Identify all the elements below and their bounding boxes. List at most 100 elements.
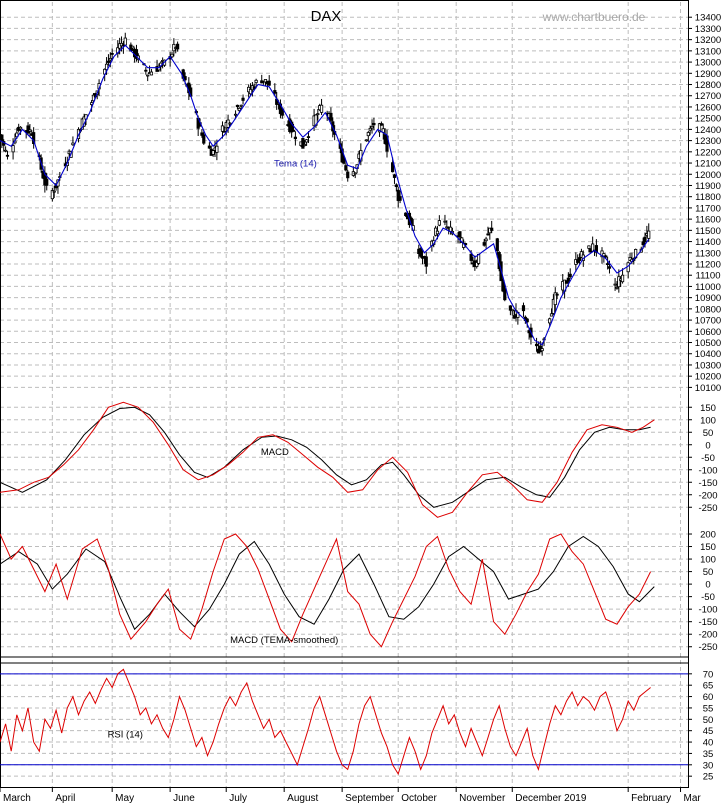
x-tick-label: October [401, 793, 437, 803]
price-bar-body [233, 113, 238, 116]
price-bar-body [50, 190, 54, 200]
axis-labels: March April May June July August September Octo… [0, 13, 721, 803]
price-y-tick-label: 11000 [695, 282, 721, 293]
price-bar-body [372, 122, 376, 126]
price-bar-body [490, 227, 494, 231]
price-bar-body [495, 238, 499, 252]
price-bar-body [353, 172, 357, 175]
x-tick-label: December 2019 [515, 793, 587, 803]
price-bar-body [370, 125, 374, 129]
price-y-tick-label: 11100 [695, 271, 720, 282]
price-bar-body [379, 123, 383, 126]
rsi-y-tick-label: 30 [703, 760, 714, 771]
price-y-tick-label: 13300 [695, 24, 721, 35]
price-y-tick-label: 13100 [695, 46, 721, 57]
price-y-tick-label: 13200 [695, 35, 721, 46]
price-bar-body [606, 263, 610, 265]
price-bar-body [215, 145, 219, 153]
price-bar-body [306, 136, 311, 138]
price-bar-body [551, 298, 555, 314]
price-y-tick-label: 12400 [695, 125, 721, 136]
macd_tema-macd-line [0, 533, 652, 648]
price-bar-body [419, 248, 423, 257]
price-bar-body [394, 184, 398, 187]
macd_tema-signal-line [0, 535, 655, 631]
rsi-y-tick-label: 50 [703, 715, 714, 726]
price-bar-body [316, 113, 320, 116]
price-bar-body [482, 242, 486, 246]
price-y-tick-label: 12700 [695, 91, 721, 102]
macd_tema-label: MACD (TEMA-smoothed) [230, 635, 338, 646]
price-bar-body [0, 134, 4, 142]
macd_tema-y-tick-label: -200 [698, 630, 717, 641]
price-bar-body [568, 273, 572, 278]
price-bar-body [503, 288, 507, 301]
price-bar-body [267, 80, 271, 86]
price-bar-body [366, 132, 370, 137]
plot-frame [0, 0, 689, 788]
price-bar-body [108, 57, 112, 61]
price-bar-body [220, 125, 225, 132]
price-y-tick-label: 11400 [695, 237, 721, 248]
price-bar-body [346, 171, 350, 179]
rsi-y-tick-label: 55 [703, 703, 714, 714]
price-bar-body [71, 142, 75, 146]
price-bar-body [377, 123, 382, 133]
price-bar-body [11, 145, 15, 153]
macd-y-tick-label: -150 [698, 478, 717, 489]
price-bar-body [342, 157, 346, 164]
price-bar-body [398, 196, 402, 201]
price-bar-body [207, 145, 211, 149]
rsi-y-tick-label: 45 [703, 726, 714, 737]
price-bar-body [228, 122, 232, 125]
price-bar-body [239, 104, 243, 107]
price-bar-body [237, 107, 241, 111]
price-y-tick-label: 10100 [695, 383, 721, 394]
price-bar-body [364, 139, 369, 142]
price-bar-body [566, 277, 570, 282]
price-bar-body [555, 293, 559, 296]
price-y-tick-label: 12800 [695, 80, 721, 91]
x-tick-label: Mar [684, 793, 702, 803]
rsi-y-tick-label: 70 [703, 669, 714, 680]
price-bar-body [134, 49, 139, 59]
price-y-tick-label: 12500 [695, 114, 721, 125]
price-bar-body [303, 144, 307, 146]
grid-layer [0, 2, 688, 787]
price-bar-body [604, 255, 608, 258]
price-bar-body [45, 178, 49, 186]
price-bar-body [18, 126, 23, 130]
price-bar-body [15, 132, 19, 138]
price-bar-body [458, 231, 462, 238]
price-bar-body [305, 139, 309, 143]
price-bar-body [319, 104, 324, 113]
price-bar-body [647, 230, 651, 239]
price-bar-body [176, 43, 180, 50]
rsi-y-tick-label: 40 [703, 738, 714, 749]
price-bar-body [576, 259, 580, 263]
ohlc-bars [0, 32, 651, 356]
price-bar-body [32, 132, 36, 145]
x-tick-label: April [55, 793, 75, 803]
price-y-tick-label: 12600 [695, 102, 721, 113]
macd_tema-y-tick-label: -100 [698, 605, 717, 616]
price-y-tick-label: 11700 [695, 203, 721, 214]
rsi-y-tick-label: 60 [703, 692, 714, 703]
tema-label: Tema (14) [274, 158, 317, 169]
price-bar-body [106, 60, 111, 63]
price-bar-body [486, 233, 490, 236]
price-bar-body [28, 129, 32, 132]
macd-signal-line [0, 406, 651, 508]
price-y-tick-label: 12900 [695, 69, 721, 80]
price-bar-body [620, 274, 625, 283]
price-bar-body [146, 74, 150, 77]
price-bar-body [131, 45, 135, 49]
price-bar-body [396, 189, 400, 201]
price-bar-body [553, 292, 557, 306]
panel-frames [0, 0, 689, 788]
price-bar-body [291, 130, 296, 132]
macd_tema-y-tick-label: 0 [705, 580, 710, 591]
price-bar-body [617, 276, 621, 288]
price-bar-body [641, 241, 645, 246]
